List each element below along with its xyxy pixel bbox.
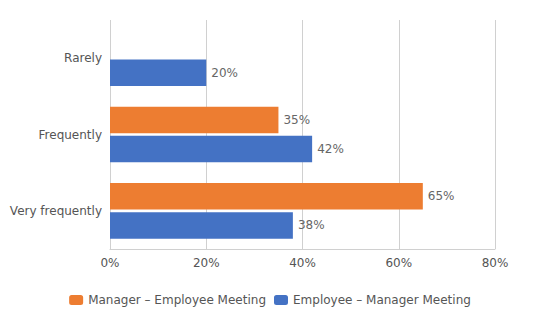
svg-text:20%: 20% <box>193 256 220 270</box>
svg-text:80%: 80% <box>482 256 509 270</box>
svg-text:35%: 35% <box>283 113 310 127</box>
svg-text:65%: 65% <box>428 189 455 203</box>
svg-text:20%: 20% <box>211 66 238 80</box>
svg-text:Employee – Manager Meeting: Employee – Manager Meeting <box>293 293 471 307</box>
svg-text:42%: 42% <box>317 142 344 156</box>
svg-text:Rarely: Rarely <box>64 51 102 65</box>
svg-text:0%: 0% <box>100 256 119 270</box>
svg-text:Frequently: Frequently <box>39 128 102 142</box>
svg-text:Manager – Employee Meeting: Manager – Employee Meeting <box>88 293 266 307</box>
svg-text:38%: 38% <box>298 218 325 232</box>
svg-text:Very frequently: Very frequently <box>10 204 102 218</box>
svg-text:40%: 40% <box>289 256 316 270</box>
svg-text:60%: 60% <box>385 256 412 270</box>
